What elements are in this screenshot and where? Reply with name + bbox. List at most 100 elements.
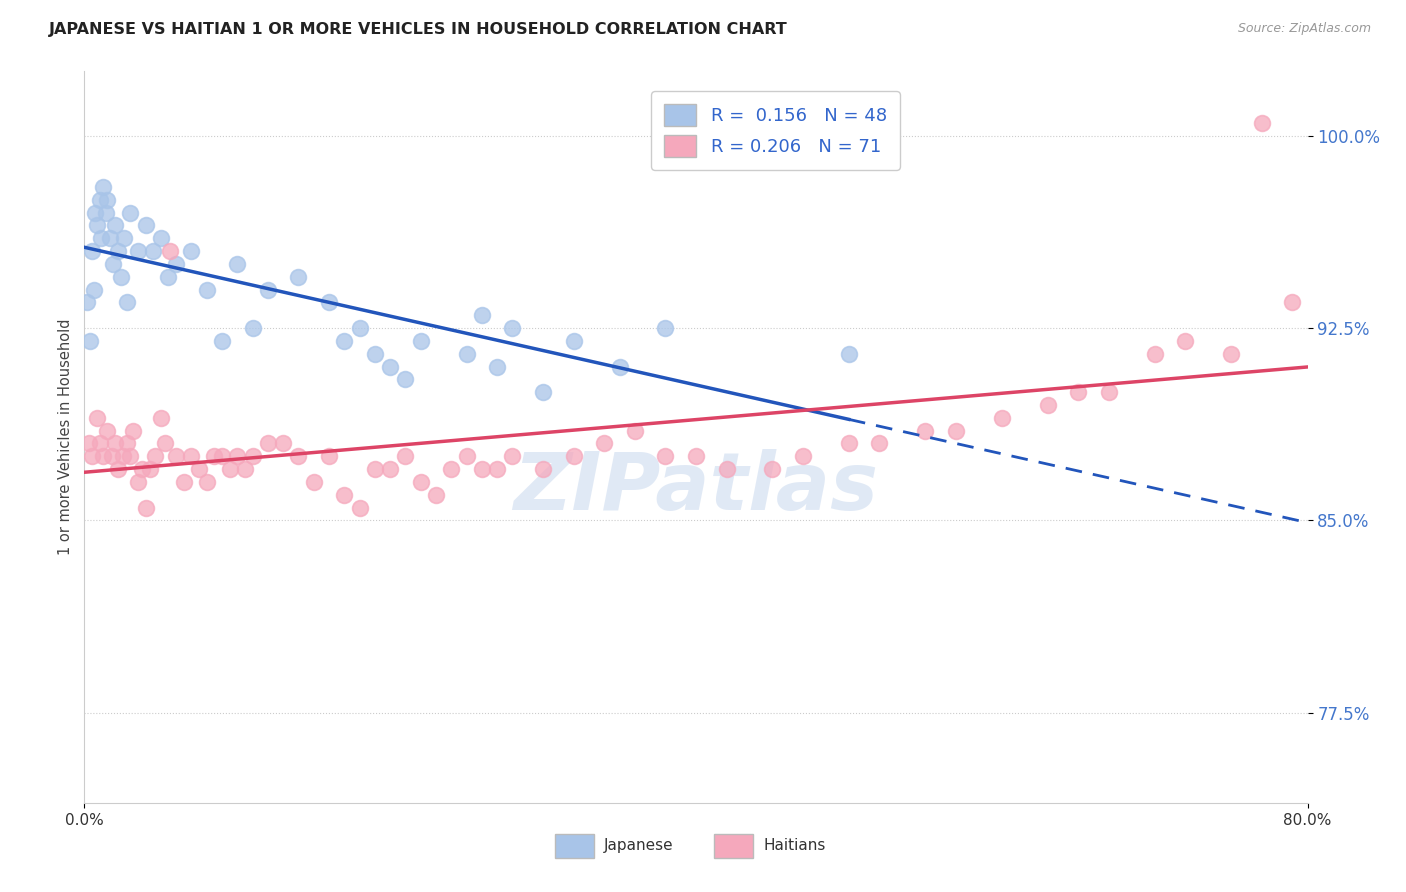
Point	[77, 436, 100, 450]
Point	[120, 450, 142, 464]
Point	[562, 334, 585, 348]
Point	[486, 359, 509, 374]
Point	[318, 295, 340, 310]
Point	[96, 193, 118, 207]
Point	[456, 450, 478, 464]
Point	[349, 500, 371, 515]
Point	[1098, 385, 1121, 400]
Point	[131, 462, 153, 476]
Point	[394, 450, 416, 464]
Point	[838, 346, 860, 360]
Point	[127, 475, 149, 489]
Point	[80, 450, 103, 464]
FancyBboxPatch shape	[714, 834, 754, 858]
Point	[110, 269, 132, 284]
Point	[318, 450, 340, 464]
Point	[409, 334, 432, 348]
Point	[914, 424, 936, 438]
Point	[380, 359, 402, 374]
Point	[104, 436, 127, 450]
Point	[456, 346, 478, 360]
Point	[115, 295, 138, 310]
Point	[139, 462, 162, 476]
Point	[502, 321, 524, 335]
Point	[103, 257, 125, 271]
Point	[257, 436, 280, 450]
Point	[79, 334, 101, 348]
Point	[838, 436, 860, 450]
Point	[115, 436, 138, 450]
Point	[149, 410, 172, 425]
Point	[991, 410, 1014, 425]
Point	[211, 334, 233, 348]
Point	[1067, 385, 1090, 400]
Point	[349, 321, 371, 335]
Point	[104, 219, 127, 233]
Point	[1281, 295, 1303, 310]
Point	[685, 450, 707, 464]
Point	[486, 462, 509, 476]
Point	[149, 231, 172, 245]
Point	[211, 450, 233, 464]
Legend: R =  0.156   N = 48, R = 0.206   N = 71: R = 0.156 N = 48, R = 0.206 N = 71	[651, 91, 900, 169]
Point	[120, 205, 142, 219]
Point	[302, 475, 325, 489]
Point	[157, 269, 180, 284]
Point	[562, 450, 585, 464]
Point	[654, 321, 676, 335]
Point	[180, 450, 202, 464]
Y-axis label: 1 or more Vehicles in Household: 1 or more Vehicles in Household	[58, 318, 73, 556]
Point	[218, 462, 240, 476]
Point	[394, 372, 416, 386]
Point	[122, 424, 145, 438]
Text: Source: ZipAtlas.com: Source: ZipAtlas.com	[1237, 22, 1371, 36]
Point	[195, 475, 218, 489]
Point	[425, 488, 447, 502]
Point	[111, 450, 134, 464]
Text: Haitians: Haitians	[763, 838, 825, 853]
FancyBboxPatch shape	[555, 834, 595, 858]
Point	[195, 283, 218, 297]
Point	[112, 231, 135, 245]
Point	[83, 283, 105, 297]
Point	[80, 244, 103, 258]
Point	[1036, 398, 1059, 412]
Point	[531, 385, 554, 400]
Point	[155, 436, 177, 450]
Point	[1143, 346, 1166, 360]
Point	[333, 488, 356, 502]
Point	[101, 450, 124, 464]
Point	[380, 462, 402, 476]
Point	[226, 257, 249, 271]
Point	[98, 231, 121, 245]
Point	[1174, 334, 1197, 348]
Point	[135, 500, 157, 515]
Point	[90, 231, 112, 245]
Point	[165, 450, 187, 464]
Point	[188, 462, 211, 476]
Point	[89, 436, 111, 450]
Point	[202, 450, 225, 464]
Point	[84, 205, 107, 219]
Point	[945, 424, 967, 438]
Point	[287, 450, 309, 464]
Point	[180, 244, 202, 258]
Point	[91, 179, 114, 194]
Point	[333, 334, 356, 348]
Point	[364, 346, 387, 360]
Point	[135, 219, 157, 233]
Point	[127, 244, 149, 258]
Point	[165, 257, 187, 271]
Point	[159, 244, 181, 258]
Point	[242, 450, 264, 464]
Text: ZIPatlas: ZIPatlas	[513, 450, 879, 527]
Point	[440, 462, 463, 476]
Point	[143, 450, 166, 464]
Point	[91, 450, 114, 464]
Point	[593, 436, 616, 450]
Point	[271, 436, 294, 450]
Point	[609, 359, 631, 374]
Point	[716, 462, 738, 476]
Point	[287, 269, 309, 284]
Point	[471, 462, 494, 476]
